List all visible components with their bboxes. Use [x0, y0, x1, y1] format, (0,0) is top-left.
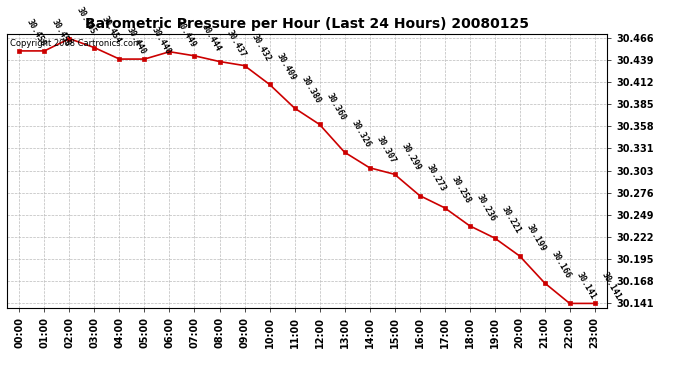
Text: Copyright 2008 Cartronics.com: Copyright 2008 Cartronics.com	[10, 39, 141, 48]
Text: 30.380: 30.380	[300, 75, 323, 105]
Text: 30.221: 30.221	[500, 205, 523, 235]
Text: 30.444: 30.444	[200, 22, 223, 53]
Text: 30.141: 30.141	[600, 270, 623, 301]
Text: 30.440: 30.440	[125, 26, 148, 56]
Text: 30.166: 30.166	[550, 250, 573, 280]
Text: 30.440: 30.440	[150, 26, 172, 56]
Text: 30.437: 30.437	[225, 28, 248, 59]
Text: 30.450: 30.450	[25, 18, 48, 48]
Text: 30.199: 30.199	[525, 223, 548, 253]
Text: 30.449: 30.449	[175, 18, 198, 49]
Text: 30.326: 30.326	[350, 119, 373, 150]
Text: 30.273: 30.273	[425, 162, 448, 193]
Text: 30.307: 30.307	[375, 135, 398, 165]
Text: 30.141: 30.141	[575, 270, 598, 301]
Text: 30.465: 30.465	[75, 5, 98, 36]
Text: 30.258: 30.258	[450, 174, 473, 205]
Text: 30.454: 30.454	[100, 14, 123, 45]
Text: 30.360: 30.360	[325, 91, 348, 122]
Text: 30.409: 30.409	[275, 51, 298, 82]
Text: 30.450: 30.450	[50, 18, 72, 48]
Text: 30.299: 30.299	[400, 141, 423, 171]
Text: 30.236: 30.236	[475, 192, 498, 223]
Title: Barometric Pressure per Hour (Last 24 Hours) 20080125: Barometric Pressure per Hour (Last 24 Ho…	[85, 17, 529, 31]
Text: 30.432: 30.432	[250, 32, 273, 63]
